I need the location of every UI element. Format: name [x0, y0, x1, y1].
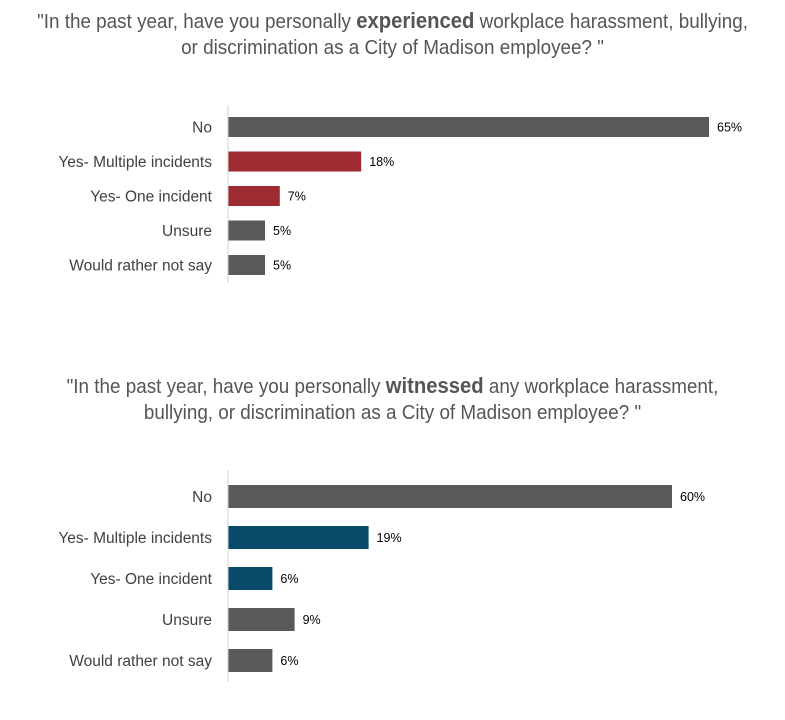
- value-label: 19%: [377, 531, 402, 545]
- chart-1-title-end: workplace harassment, bullying, or discr…: [181, 10, 748, 59]
- value-label: 9%: [303, 613, 321, 627]
- bar-5: [228, 255, 265, 275]
- category-label: Would rather not say: [69, 653, 212, 670]
- category-label: Unsure: [162, 223, 212, 240]
- category-label: Yes- Multiple incidents: [58, 530, 212, 547]
- value-label: 6%: [280, 572, 298, 586]
- bar-1: [228, 485, 672, 508]
- value-label: 7%: [288, 190, 306, 204]
- category-label: Yes- One incident: [90, 189, 212, 206]
- chart-2-title-emphasis: witnessed: [385, 373, 484, 398]
- chart-1-title-start: "In the past year, have you personally: [37, 10, 357, 33]
- chart-1: No 65% Yes- Multiple incidents 18% Yes- One …: [58, 105, 742, 283]
- value-label: 5%: [273, 224, 291, 238]
- category-label: Would rather not say: [69, 258, 212, 275]
- bar-3: [228, 186, 280, 206]
- category-label: Yes- Multiple incidents: [58, 154, 212, 171]
- value-label: 65%: [717, 121, 742, 135]
- bar-2: [228, 151, 362, 172]
- chart-2-title-end: any workplace harassment, bullying, or d…: [143, 375, 719, 424]
- chart-2: No 60% Yes- Multiple incidents 19% Yes- One …: [58, 470, 705, 682]
- value-label: 18%: [369, 155, 394, 169]
- chart-1-title: "In the past year, have you personally e…: [31, 8, 753, 61]
- category-label: Yes- One incident: [90, 571, 212, 588]
- bar-1: [228, 117, 709, 137]
- chart-2-title-start: "In the past year, have you personally: [66, 375, 386, 398]
- bar-4: [228, 608, 295, 631]
- bar-3: [228, 567, 273, 590]
- chart-2-title: "In the past year, have you personally w…: [31, 373, 753, 426]
- chart-1-title-emphasis: experienced: [356, 8, 475, 33]
- category-label: Unsure: [162, 612, 212, 629]
- value-label: 5%: [273, 259, 291, 273]
- bar-4: [228, 220, 265, 241]
- category-label: No: [192, 489, 212, 506]
- bar-5: [228, 649, 273, 672]
- value-label: 60%: [680, 490, 705, 504]
- category-label: No: [192, 120, 212, 137]
- value-label: 6%: [280, 654, 298, 668]
- bar-2: [228, 526, 369, 549]
